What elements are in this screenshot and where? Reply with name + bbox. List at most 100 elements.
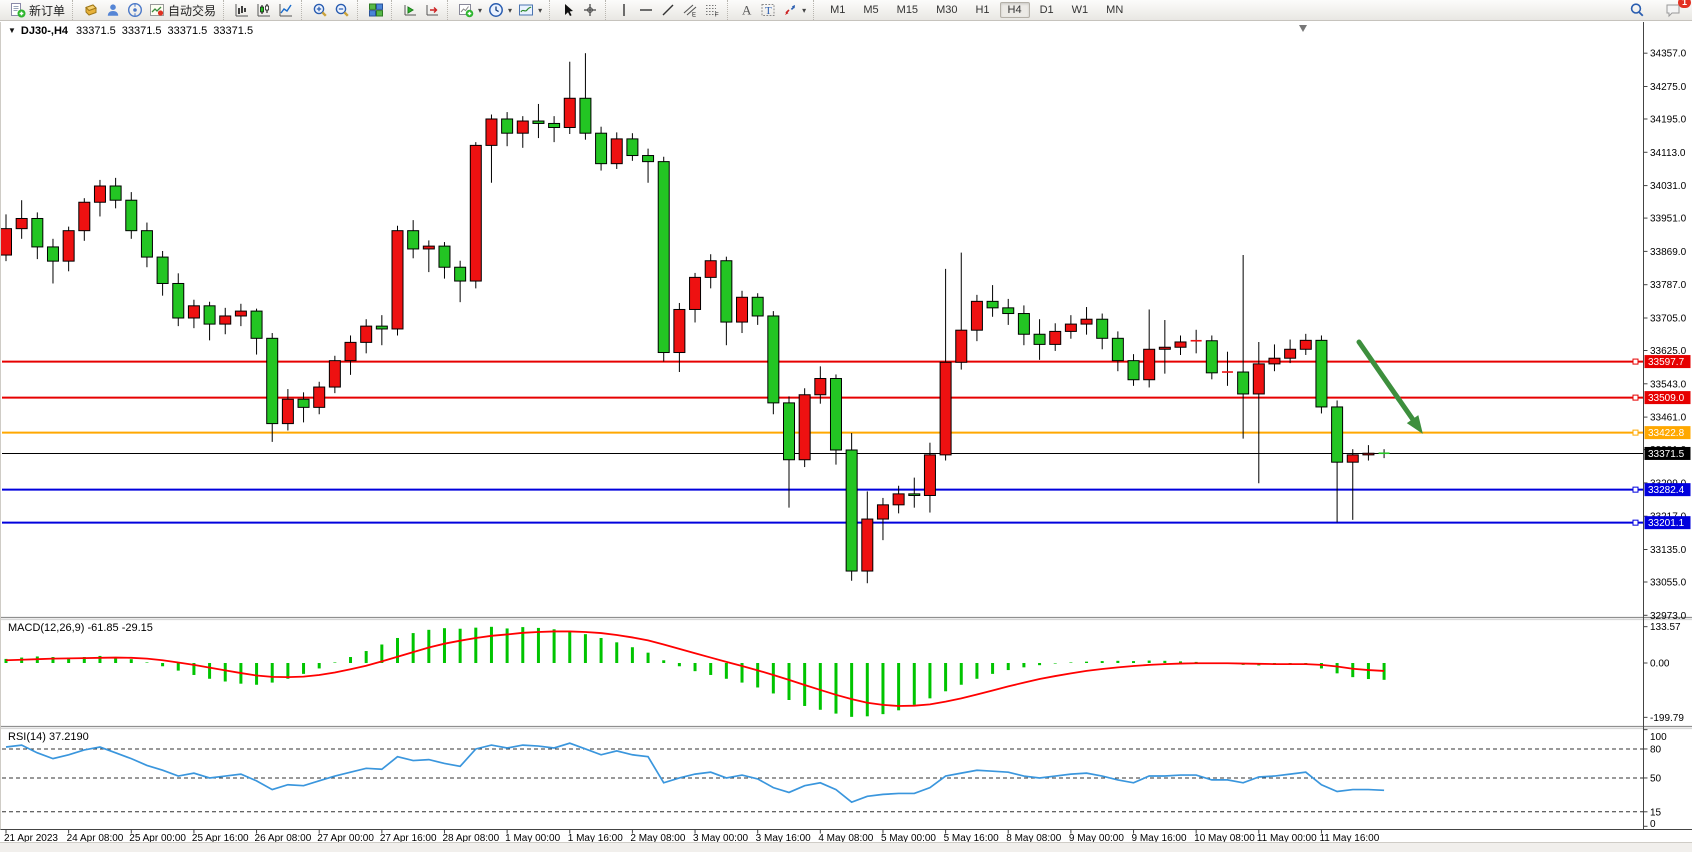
- vertical-line-icon: [623, 4, 625, 16]
- trendline-icon: [662, 4, 674, 16]
- toolbar-button-zoom-in[interactable]: [309, 1, 331, 19]
- toolbar-button-templates[interactable]: ▾: [515, 1, 545, 19]
- trend-arrow-annotation[interactable]: [1356, 339, 1423, 434]
- toolbar-button-text[interactable]: A: [735, 1, 757, 19]
- toolbar-button-equidistant-channel[interactable]: E: [679, 1, 701, 19]
- candle-body: [657, 161, 670, 354]
- low-value: 33371.5: [167, 25, 208, 37]
- chevron-down-icon[interactable]: ▼: [8, 26, 16, 35]
- candle-body: [454, 266, 467, 282]
- toolbar-button-periods[interactable]: ▾: [485, 1, 515, 19]
- candle-body: [1268, 357, 1281, 365]
- candle-body: [485, 118, 498, 146]
- toolbar-button-trendline[interactable]: [657, 1, 679, 19]
- notification-badge: 1: [1677, 0, 1691, 8]
- timeframe-button-M1[interactable]: M1: [830, 4, 846, 16]
- close-value: 33371.5: [213, 25, 254, 37]
- candle-body: [955, 329, 968, 363]
- toolbar-button-horizontal-line[interactable]: [635, 1, 657, 19]
- toolbar-group-windows: [357, 0, 391, 20]
- svg-text:27 Apr 16:00: 27 Apr 16:00: [380, 833, 437, 844]
- toolbar-button-deposit[interactable]: [80, 1, 102, 19]
- timeframe-button-H4[interactable]: H4: [999, 2, 1030, 18]
- svg-text:33461.0: 33461.0: [1650, 413, 1687, 424]
- line-chart-icon: [279, 4, 293, 17]
- toolbar-button-candlestick-chart[interactable]: [253, 1, 275, 19]
- toolbar-group-objects: ▾ ▾ ▾: [447, 0, 549, 20]
- candle-body: [266, 337, 279, 425]
- chart-shift-icon: [426, 5, 439, 16]
- candle-body: [845, 449, 858, 572]
- toolbar-button-new-order[interactable]: 新订单: [7, 1, 68, 20]
- price-line-33282.4[interactable]: [2, 486, 1644, 493]
- svg-text:E: E: [692, 13, 696, 19]
- candle-body: [908, 493, 921, 496]
- candle-body: [798, 394, 811, 461]
- toolbar-button-tile-windows[interactable]: [365, 1, 387, 19]
- price-line-33201.1[interactable]: [2, 519, 1644, 526]
- chart-shift-marker[interactable]: [1299, 25, 1307, 32]
- timeframe-button-MN[interactable]: MN: [1106, 4, 1124, 16]
- candle-body: [642, 155, 655, 163]
- toolbar-button-bar-chart[interactable]: [231, 1, 253, 19]
- crosshair-icon: [584, 4, 597, 16]
- svg-text:34275.0: 34275.0: [1650, 82, 1687, 93]
- svg-text:-199.79: -199.79: [1650, 713, 1684, 724]
- toolbar-button-fibonacci[interactable]: F: [701, 1, 723, 19]
- toolbar-button-signals[interactable]: [124, 1, 146, 19]
- fibonacci-icon: F: [706, 5, 719, 19]
- timeframe-button-D1[interactable]: D1: [1039, 4, 1054, 16]
- candle-body: [532, 120, 545, 124]
- price-line-33422.8[interactable]: [2, 429, 1644, 436]
- candle-body: [704, 260, 717, 278]
- candle-body: [1158, 346, 1171, 350]
- svg-text:33422.8: 33422.8: [1648, 428, 1685, 439]
- svg-text:F: F: [715, 13, 719, 19]
- chevron-down-icon[interactable]: ▾: [538, 5, 543, 15]
- toolbar-button-search[interactable]: [1626, 1, 1648, 19]
- timeframe-button-M30[interactable]: M30: [936, 4, 958, 16]
- toolbar-button-vertical-line[interactable]: [613, 1, 635, 19]
- toolbar-button-crosshair[interactable]: [579, 1, 601, 19]
- chevron-down-icon[interactable]: ▾: [802, 5, 807, 15]
- main-toolbar: 新订单 自动交易 ▾ ▾ ▾ E F A T ▾ M1 M5 M15 M30 H1 H4 D1 W1 MN 1: [0, 0, 1692, 21]
- svg-text:34113.0: 34113.0: [1650, 148, 1686, 159]
- timeframe-button-H1[interactable]: H1: [975, 4, 990, 16]
- toolbar-button-indicators[interactable]: ▾: [455, 1, 485, 19]
- svg-text:33625.0: 33625.0: [1650, 346, 1687, 357]
- candle-body: [939, 361, 952, 456]
- candle-body: [1111, 337, 1124, 362]
- signals-icon: [128, 2, 143, 18]
- macd-pane: 133.57 0.00 -199.79: [4, 622, 1684, 724]
- toolbar-button-autotrading[interactable]: 自动交易: [146, 1, 219, 20]
- svg-text:33509.0: 33509.0: [1648, 393, 1685, 404]
- timeframe-button-W1[interactable]: W1: [1071, 4, 1089, 16]
- candle-body: [156, 256, 169, 284]
- price-label-33371.5: 33371.5: [1644, 446, 1691, 460]
- candle-body: [1127, 360, 1140, 381]
- toolbar-button-chart-shift[interactable]: [421, 1, 443, 19]
- candle-body: [15, 217, 28, 230]
- toolbar-button-community[interactable]: [102, 1, 124, 19]
- toolbar-button-zoom-out[interactable]: [331, 1, 353, 19]
- toolbar-button-auto-scroll[interactable]: [399, 1, 421, 19]
- toolbar-button-chat[interactable]: 1: [1662, 0, 1691, 19]
- chevron-down-icon[interactable]: ▾: [478, 5, 483, 15]
- timeframe-button-M5[interactable]: M5: [863, 4, 879, 16]
- toolbar-group-chart-type: [223, 0, 301, 20]
- candle-body: [751, 296, 764, 317]
- candle-body: [422, 245, 435, 250]
- toolbar-button-arrows[interactable]: ▾: [779, 1, 809, 19]
- toolbar-button-cursor[interactable]: [557, 1, 579, 19]
- chevron-down-icon[interactable]: ▾: [508, 5, 513, 15]
- toolbar-button-text-label[interactable]: T: [757, 1, 779, 19]
- candle-body: [140, 230, 153, 258]
- timeframe-button-M15[interactable]: M15: [896, 4, 919, 16]
- symbol-ohlc-bar[interactable]: ▼ DJ30-,H4 33371.5 33371.5 33371.5 33371.5: [8, 25, 259, 37]
- candle-body: [861, 518, 874, 572]
- toolbar-button-line-chart[interactable]: [275, 1, 297, 19]
- text-icon: A: [742, 3, 752, 18]
- candle-body: [1064, 323, 1077, 332]
